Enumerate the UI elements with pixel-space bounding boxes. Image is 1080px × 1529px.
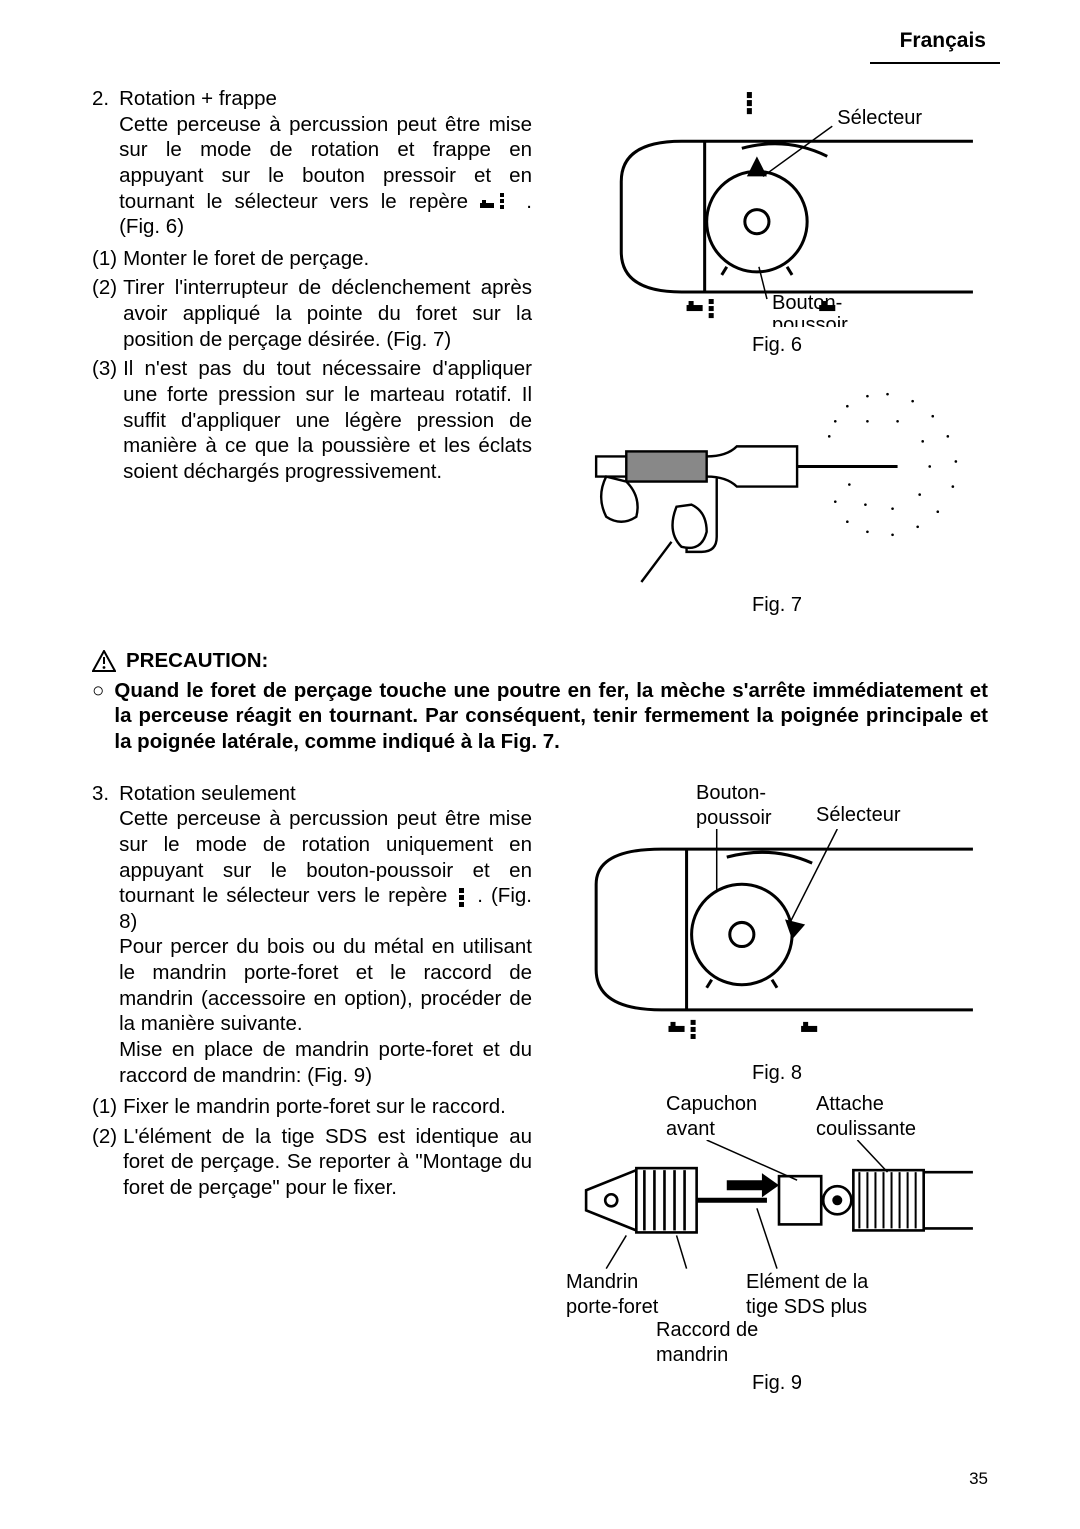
language-label: Français [900,29,986,52]
warning-icon [92,650,116,672]
fig9-cap-label: Capuchon avant [666,1092,757,1142]
section3-number: 3. [92,781,109,1089]
fig9-slide-label: Attache coulissante [816,1092,916,1142]
s3-item2-t: L'élément de la tige SDS est identique a… [123,1124,532,1201]
section3-p3: Mise en place de mandrin porte-foret et … [119,1038,532,1087]
figure-8: Fig. 8 [566,829,988,1086]
precaution-title: PRECAUTION: [126,648,268,674]
figure-6: Sélecteur Bouton-poussoir Fig. 6 [566,86,988,358]
fig7-caption: Fig. 7 [566,593,988,618]
fig9-adapter-label: Raccord de mandrin [656,1318,758,1368]
section2-body: Rotation + frappe Cette perceuse à percu… [119,86,532,240]
precaution-header: PRECAUTION: [92,648,988,674]
section3-p2: Pour percer du bois ou du métal en utili… [119,935,532,1035]
fig8-top-labels: Bouton- poussoir Sélecteur [566,781,988,829]
figure-9: Capuchon avant Attache coulissante [566,1092,988,1397]
section3-body: Rotation seulement Cette perceuse à perc… [119,781,532,1089]
page-number: 35 [969,1468,988,1489]
language-tab: Français [870,20,1000,64]
row-section3: 3. Rotation seulement Cette perceuse à p… [92,781,988,1397]
section2-number: 2. [92,86,109,240]
section2-title: Rotation + frappe [119,87,277,110]
s2-item2-n: (2) [92,275,117,352]
s2-item3-n: (3) [92,356,117,484]
s2-item1-t: Monter le foret de perçage. [123,246,532,272]
fig8-sel-label: Sélecteur [816,803,901,828]
precaution-block: PRECAUTION: ○ Quand le foret de perçage … [92,648,988,755]
fig9-chuck-label: Mandrin porte-foret [566,1270,658,1320]
section3-p1: Cette perceuse à percussion peut être mi… [119,807,532,907]
fig6-caption: Fig. 6 [566,333,988,358]
fig9-caption: Fig. 9 [566,1371,988,1396]
fig6-label-selector: Sélecteur [837,107,922,129]
s3-item1-t: Fixer le mandrin porte-foret sur le racc… [123,1094,532,1120]
drill-bit-icon [455,886,469,908]
s3-item1-n: (1) [92,1094,117,1120]
s2-item1-n: (1) [92,246,117,272]
s2-item3-t: Il n'est pas du tout nécessaire d'appliq… [123,356,532,484]
row-section2: 2. Rotation + frappe Cette perceuse à pe… [92,86,988,618]
fig9-sds-label: Elément de la tige SDS plus [746,1270,868,1320]
figure-7: Fig. 7 [566,366,988,618]
svg-text:Bouton-poussoir: Bouton-poussoir [772,292,848,327]
section2-text: 2. Rotation + frappe Cette perceuse à pe… [92,86,532,488]
precaution-bullet: ○ [92,678,104,755]
s2-item2-t: Tirer l'interrupteur de déclenchement ap… [123,275,532,352]
fig8-btn-label: Bouton- poussoir [696,781,772,831]
figures-8-9: Bouton- poussoir Sélecteur [566,781,988,1397]
figures-6-7: Sélecteur Bouton-poussoir Fig. 6 [566,86,988,618]
section3-text: 3. Rotation seulement Cette perceuse à p… [92,781,532,1205]
hammer-drill-icon [480,191,514,213]
precaution-text: Quand le foret de perçage touche une pou… [114,678,988,755]
s3-item2-n: (2) [92,1124,117,1201]
page-content: 2. Rotation + frappe Cette perceuse à pe… [92,86,988,1416]
section3-title: Rotation seulement [119,782,296,805]
section2-para: Cette perceuse à percussion peut être mi… [119,113,532,213]
fig8-caption: Fig. 8 [566,1061,988,1086]
